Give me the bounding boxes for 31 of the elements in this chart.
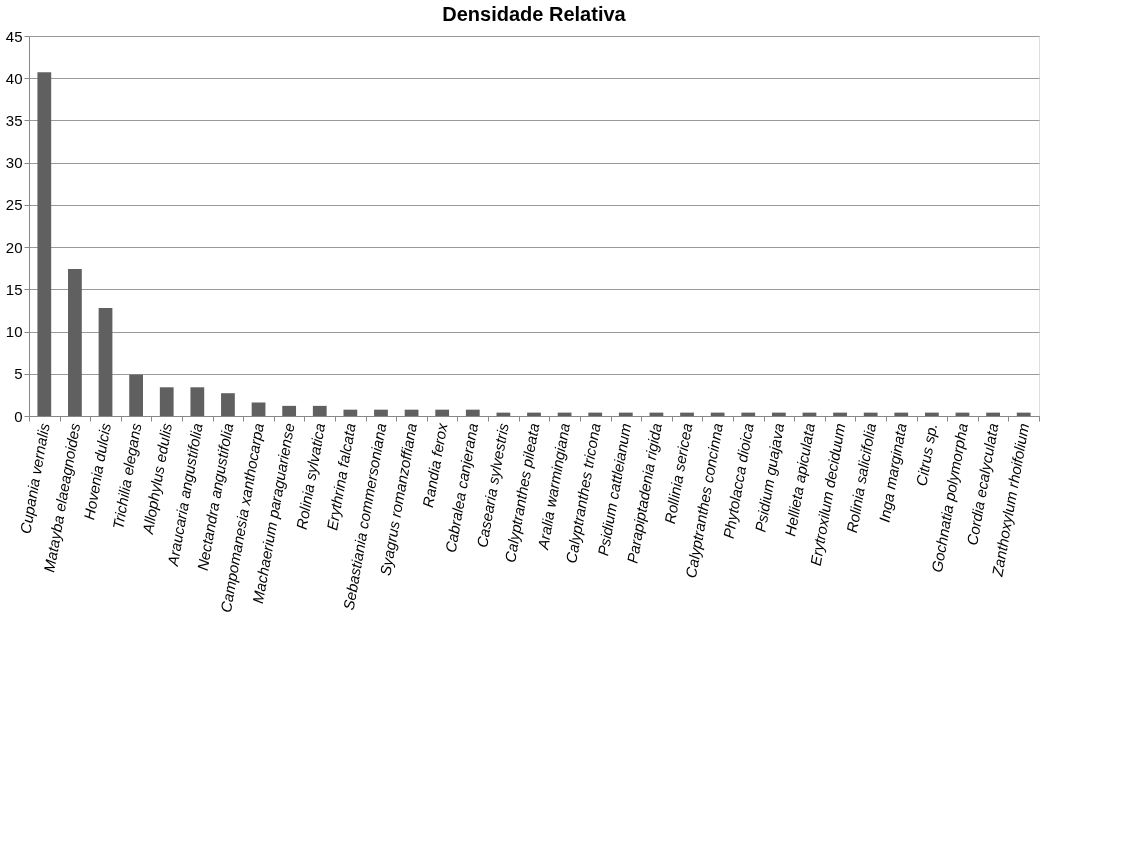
y-tick-label: 15 bbox=[5, 280, 23, 298]
bar bbox=[190, 387, 205, 416]
bar bbox=[282, 405, 297, 416]
y-tick-label: 40 bbox=[5, 69, 23, 87]
y-tick-label: 30 bbox=[5, 154, 23, 172]
bar bbox=[374, 409, 388, 416]
y-tick-label: 25 bbox=[5, 196, 23, 214]
bar bbox=[129, 374, 144, 416]
y-tick-label: 0 bbox=[14, 407, 23, 425]
bar bbox=[221, 393, 235, 416]
bar bbox=[465, 409, 480, 416]
x-tick-label: Randia ferox bbox=[419, 421, 451, 509]
bar bbox=[435, 409, 450, 416]
bar bbox=[312, 405, 327, 416]
x-tick-label: Hovenia dulcis bbox=[80, 421, 114, 521]
bar bbox=[98, 307, 113, 416]
y-tick-label: 10 bbox=[5, 323, 23, 341]
y-tick-label: 45 bbox=[5, 27, 23, 45]
bar bbox=[159, 387, 174, 416]
chart-title: Densidade Relativa bbox=[442, 3, 627, 25]
y-tick-label: 20 bbox=[5, 238, 23, 256]
y-tick-label: 5 bbox=[14, 365, 23, 383]
bar bbox=[251, 402, 266, 416]
x-tick-label: Inga marginata bbox=[875, 421, 910, 524]
bar bbox=[404, 409, 419, 416]
bar bbox=[37, 72, 52, 416]
bar bbox=[68, 269, 82, 416]
bar bbox=[343, 409, 358, 416]
x-tick-label: Citrus sp. bbox=[912, 421, 941, 488]
y-tick-label: 35 bbox=[5, 111, 23, 129]
x-tick-label: Rollinia sericea bbox=[661, 421, 696, 526]
